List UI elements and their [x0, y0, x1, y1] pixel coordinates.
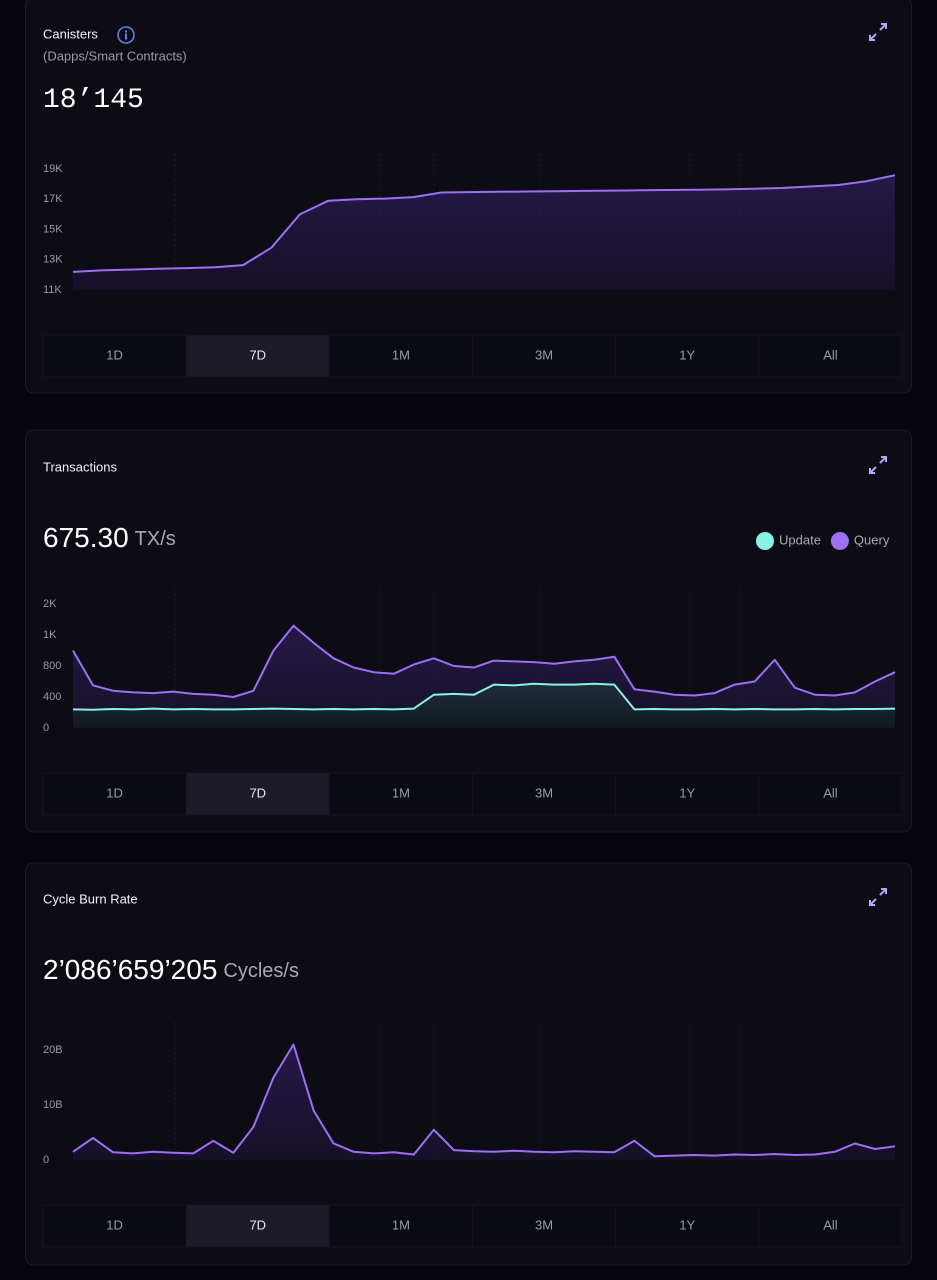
y-tick-label: 15K — [43, 223, 63, 235]
series-line — [72, 624, 896, 698]
range-button[interactable] — [615, 772, 760, 816]
range-button-label[interactable]: All — [823, 785, 838, 800]
range-button[interactable] — [758, 1204, 903, 1248]
current-value-unit: TX/s — [135, 528, 176, 550]
range-button-label[interactable]: All — [823, 1217, 838, 1232]
y-tick-label: 2K — [43, 598, 57, 610]
range-button-label[interactable]: 1M — [392, 1217, 410, 1232]
current-value: 18’145 — [43, 85, 144, 116]
range-button[interactable] — [328, 334, 474, 378]
series-line — [72, 682, 896, 711]
range-button[interactable] — [472, 1204, 617, 1248]
range-button[interactable] — [185, 334, 330, 378]
range-button[interactable] — [185, 1204, 330, 1248]
y-tick-label: 11K — [43, 284, 62, 296]
range-button[interactable] — [758, 334, 903, 378]
range-button-label[interactable]: 1M — [392, 785, 410, 800]
area-shading — [73, 625, 895, 728]
area-shading — [73, 683, 895, 728]
range-button[interactable] — [472, 772, 617, 816]
range-button-label[interactable]: 3M — [535, 1217, 553, 1232]
range-button-label[interactable]: 3M — [535, 347, 553, 362]
range-button-label[interactable]: 1D — [106, 785, 123, 800]
current-value: 675.30 TX/s — [43, 522, 176, 553]
y-tick-label: 20B — [43, 1044, 63, 1056]
legend-label: Query — [854, 532, 890, 547]
panel — [25, 862, 912, 1266]
y-tick-label: 17K — [43, 193, 63, 205]
range-button-label[interactable]: 3M — [535, 785, 553, 800]
current-value-number: 18’145 — [43, 85, 144, 116]
area-shading — [73, 175, 895, 290]
range-button[interactable] — [615, 1204, 760, 1248]
panel-title: Canisters — [43, 26, 98, 41]
info-icon — [117, 26, 135, 44]
range-button-label[interactable]: 1D — [106, 1217, 123, 1232]
y-tick-label: 400 — [43, 691, 61, 703]
area-shading — [73, 1044, 895, 1160]
range-button[interactable] — [185, 772, 330, 816]
range-button[interactable] — [615, 334, 760, 378]
range-button-label[interactable]: 7D — [249, 347, 266, 362]
current-value-number: 675.30 — [43, 522, 129, 553]
series-line — [72, 174, 896, 273]
legend-swatch — [830, 532, 849, 550]
range-button[interactable] — [758, 772, 903, 816]
range-button[interactable] — [328, 772, 474, 816]
range-button-label[interactable]: 1M — [392, 347, 410, 362]
expand-icon — [869, 888, 887, 906]
y-tick-label: 19K — [43, 163, 63, 175]
panel-subtitle: (Dapps/Smart Contracts) — [43, 48, 187, 63]
range-button-label[interactable]: 1Y — [679, 1217, 695, 1232]
range-button-label[interactable]: 1Y — [679, 347, 695, 362]
panel-title: Transactions — [43, 459, 117, 474]
y-tick-label: 0 — [43, 722, 49, 734]
info-icon-bar — [125, 33, 127, 40]
y-tick-label: 1K — [43, 629, 57, 641]
range-button-label[interactable]: 1Y — [679, 785, 695, 800]
legend-label: Update — [779, 532, 821, 547]
range-button-label[interactable]: 7D — [249, 785, 266, 800]
current-value: 2’086’659’205 Cycles/s — [43, 954, 299, 985]
range-button[interactable] — [472, 334, 617, 378]
range-button[interactable] — [42, 1204, 187, 1248]
y-tick-label: 10B — [43, 1099, 63, 1111]
info-icon-dot — [125, 30, 127, 33]
expand-icon — [869, 456, 887, 474]
range-button-label[interactable]: 7D — [249, 1217, 266, 1232]
y-tick-label: 800 — [43, 660, 61, 672]
panel-title: Cycle Burn Rate — [43, 891, 138, 906]
panel — [25, 429, 912, 833]
range-button-label[interactable]: All — [823, 347, 838, 362]
current-value-number: 2’086’659’205 — [43, 954, 217, 985]
y-tick-label: 0 — [43, 1154, 49, 1166]
expand-icon — [869, 23, 887, 41]
series-line — [72, 1043, 896, 1158]
y-tick-label: 13K — [43, 254, 63, 266]
range-button-label[interactable]: 1D — [106, 347, 123, 362]
current-value-unit: Cycles/s — [223, 960, 299, 982]
legend-swatch — [756, 532, 774, 550]
